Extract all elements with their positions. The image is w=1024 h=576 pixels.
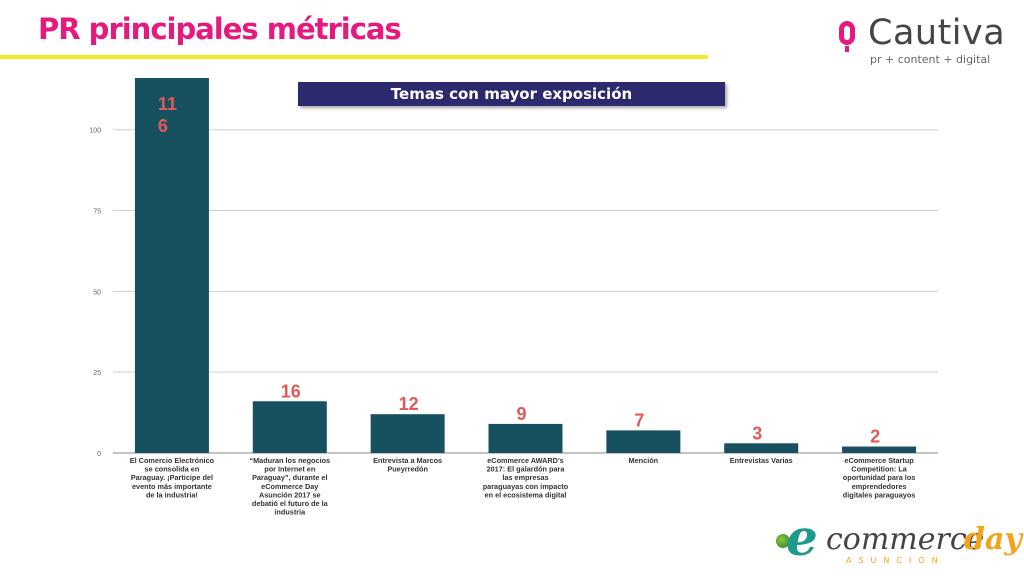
logo-subtitle: ASUNCIÓN (846, 556, 945, 565)
title-underline (0, 55, 708, 59)
data-label: 12 (399, 394, 419, 414)
brand-name: Cautiva (868, 13, 1006, 53)
chart-title: Temas con mayor exposición (298, 82, 725, 106)
brand-tagline: pr + content + digital (870, 53, 991, 66)
bar (370, 414, 445, 453)
logo-commerce: commerce (826, 522, 985, 557)
bar (134, 78, 209, 453)
microphone-icon (839, 21, 855, 52)
x-tick-label: El Comercio Electrónico se consolida en Pa… (130, 456, 215, 499)
data-label: 11 6 (158, 94, 177, 136)
x-tick-label: “Maduran los negocios por Internet en Para… (249, 456, 330, 517)
logo-day: day (964, 522, 1022, 557)
x-tick-label: Entrevista a Marcos Pueyrredón (373, 456, 442, 474)
ecommerceday-logo: e commerce day ASUNCIÓN (776, 508, 1022, 570)
globe-icon (776, 534, 790, 548)
data-label: 9 (517, 404, 527, 424)
logo-e: e (786, 508, 818, 567)
bar (842, 446, 917, 453)
y-tick-label: 100 (89, 128, 101, 135)
x-tick-label: Mención (629, 456, 659, 465)
bar (488, 423, 563, 453)
y-tick-label: 25 (93, 370, 101, 377)
x-tick-label: eCommerce Startup Competition: La oportuni… (843, 456, 916, 499)
y-tick-label: 50 (93, 289, 101, 296)
y-tick-label: 0 (97, 451, 101, 458)
page-title: PR principales métricas (38, 12, 402, 46)
x-tick-label: Entrevistas Varias (730, 456, 793, 465)
y-tick-label: 75 (93, 209, 101, 216)
bar (606, 430, 681, 453)
x-tick-label: eCommerce AWARD's 2017: El galardón para l… (483, 456, 569, 499)
data-label: 2 (870, 427, 880, 447)
cautiva-logo: Cautiva pr + content + digital (836, 13, 1016, 68)
data-label: 16 (281, 381, 301, 401)
bar (252, 401, 327, 453)
data-label: 3 (752, 423, 762, 443)
data-label: 7 (634, 410, 644, 430)
bar (724, 443, 799, 453)
